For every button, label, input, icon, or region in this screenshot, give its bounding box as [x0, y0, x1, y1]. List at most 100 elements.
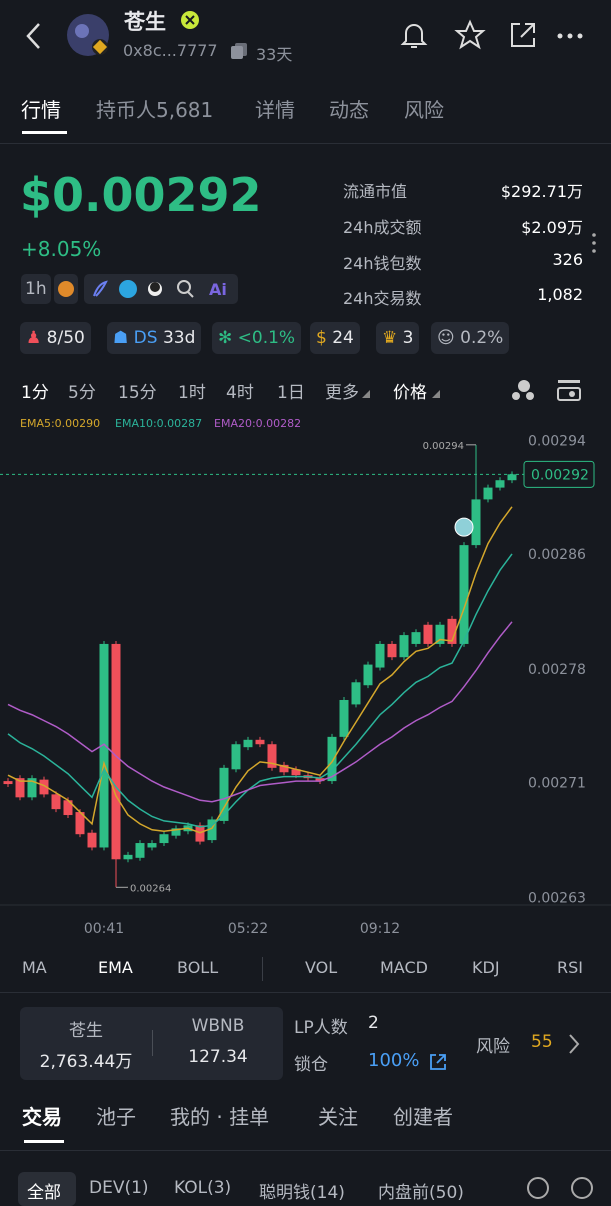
tag[interactable]: ☺ 0.2%: [431, 322, 510, 354]
stat-label: 24h交易数: [343, 289, 422, 308]
indicator[interactable]: VOL: [305, 958, 338, 977]
candle-body: [291, 769, 301, 776]
timeframe[interactable]: 5分: [68, 383, 96, 403]
timeframe[interactable]: 1分: [21, 383, 49, 403]
price-change: +8.05%: [21, 237, 102, 261]
interval-chip[interactable]: 1h: [21, 274, 51, 304]
dropdown-arrows: [362, 390, 440, 398]
indicator[interactable]: BOLL: [177, 958, 219, 977]
candle-body: [387, 643, 397, 658]
y-tick-label: 0.00294: [528, 433, 586, 449]
candle-body: [495, 480, 505, 488]
lock-value[interactable]: 100%: [368, 1050, 420, 1071]
candle-body: [279, 764, 289, 773]
trade-tab[interactable]: 创建者: [393, 1105, 453, 1129]
tab[interactable]: 风险: [404, 98, 444, 122]
divider: [0, 143, 611, 144]
share-icon[interactable]: [507, 19, 539, 51]
filter[interactable]: 全部: [27, 1183, 61, 1203]
x-tick-label: 09:12: [360, 921, 400, 937]
filter-icons[interactable]: [526, 1176, 606, 1200]
candle-body: [207, 819, 217, 841]
chart-tools[interactable]: [508, 376, 590, 404]
timeframe[interactable]: 1时: [178, 383, 206, 403]
candle-body: [15, 778, 25, 798]
legend-entry: EMA5:0.00290: [20, 417, 100, 430]
trade-tab[interactable]: 池子: [96, 1105, 136, 1129]
tag[interactable]: ♛ 3: [376, 322, 420, 354]
indicator[interactable]: MACD: [380, 958, 428, 977]
candle-body: [423, 624, 433, 644]
legend-entry: EMA10:0.00287: [115, 417, 202, 430]
divider: [152, 1030, 153, 1056]
tag[interactable]: ♟ 8/50: [20, 322, 91, 354]
token-address: 0x8c...7777: [123, 41, 218, 60]
copy-icon[interactable]: [229, 41, 249, 61]
token-avatar: [67, 14, 109, 56]
trade-tab[interactable]: 我的 · 挂单: [170, 1105, 270, 1129]
timeframe[interactable]: 4时: [226, 383, 254, 403]
candle-body: [171, 828, 181, 836]
candle-body: [123, 854, 133, 860]
back-button[interactable]: [22, 20, 46, 52]
candle-body: [351, 682, 361, 705]
stat-value: $292.71万: [500, 182, 583, 201]
y-tick-label: 0.00278: [528, 662, 586, 678]
candle-body: [315, 778, 325, 782]
tab[interactable]: 动态: [329, 98, 369, 122]
filter[interactable]: KOL(3): [174, 1178, 232, 1198]
tag[interactable]: ☗ DS 33d: [107, 322, 202, 354]
candle-body: [27, 778, 37, 798]
tab[interactable]: 持币人5,681: [96, 98, 214, 122]
x-tick-label: 00:41: [84, 921, 124, 937]
indicator[interactable]: RSI: [557, 958, 583, 977]
ema-line: [7, 506, 513, 834]
filter[interactable]: 内盘前(50): [378, 1183, 464, 1203]
candle-body: [75, 812, 85, 835]
verified-badge: [181, 11, 199, 29]
risk-label: 风险: [476, 1037, 510, 1057]
external-link-icon[interactable]: [428, 1052, 448, 1072]
chevron[interactable]: [566, 1032, 582, 1056]
divider: [0, 1150, 611, 1151]
candle-body: [399, 635, 409, 658]
svg-text:Ai: Ai: [209, 280, 227, 299]
candle-body: [87, 832, 97, 848]
legend-entry: EMA20:0.00282: [214, 417, 301, 430]
y-tick-label: 0.00286: [528, 547, 586, 563]
candle-body: [483, 487, 493, 500]
stat-value: 326: [552, 250, 583, 269]
candle-body: [447, 618, 457, 644]
candle-body: [51, 794, 61, 810]
tag-text: 24: [332, 328, 354, 348]
tab[interactable]: 行情: [21, 98, 61, 122]
candle-body: [63, 800, 73, 816]
tag[interactable]: $ 24: [310, 322, 360, 354]
bell-icon[interactable]: [398, 19, 430, 51]
stat-label: 24h成交额: [343, 218, 422, 237]
tab[interactable]: 详情: [255, 98, 295, 122]
filter[interactable]: 聪明钱(14): [259, 1183, 345, 1203]
star-icon[interactable]: [454, 19, 486, 51]
timeframe[interactable]: 更多: [325, 383, 359, 403]
low-label: 0.00264: [130, 883, 171, 894]
indicator[interactable]: MA: [22, 958, 47, 977]
more-icon[interactable]: [555, 26, 587, 46]
tag-text: <0.1%: [237, 328, 296, 348]
candle-body: [411, 632, 421, 644]
tag[interactable]: ✻ <0.1%: [212, 322, 302, 354]
timeframe[interactable]: 15分: [118, 383, 157, 403]
indicator[interactable]: EMA: [98, 958, 133, 977]
stat-value: 1,082: [537, 285, 583, 304]
indicator[interactable]: KDJ: [472, 958, 500, 977]
candlestick-chart: EMA5:0.00290 EMA10:0.00287 EMA20:0.00282 0.…: [0, 417, 611, 937]
token-age: 33天: [256, 45, 293, 64]
filter[interactable]: DEV(1): [89, 1178, 149, 1198]
side-menu[interactable]: [590, 232, 598, 254]
trade-tab[interactable]: 交易: [22, 1105, 62, 1129]
timeframe[interactable]: 1日: [277, 383, 305, 403]
trade-tab[interactable]: 关注: [318, 1105, 358, 1129]
timeframe[interactable]: 价格: [393, 383, 427, 403]
price: $0.00292: [20, 168, 262, 222]
candle-body: [255, 739, 265, 745]
